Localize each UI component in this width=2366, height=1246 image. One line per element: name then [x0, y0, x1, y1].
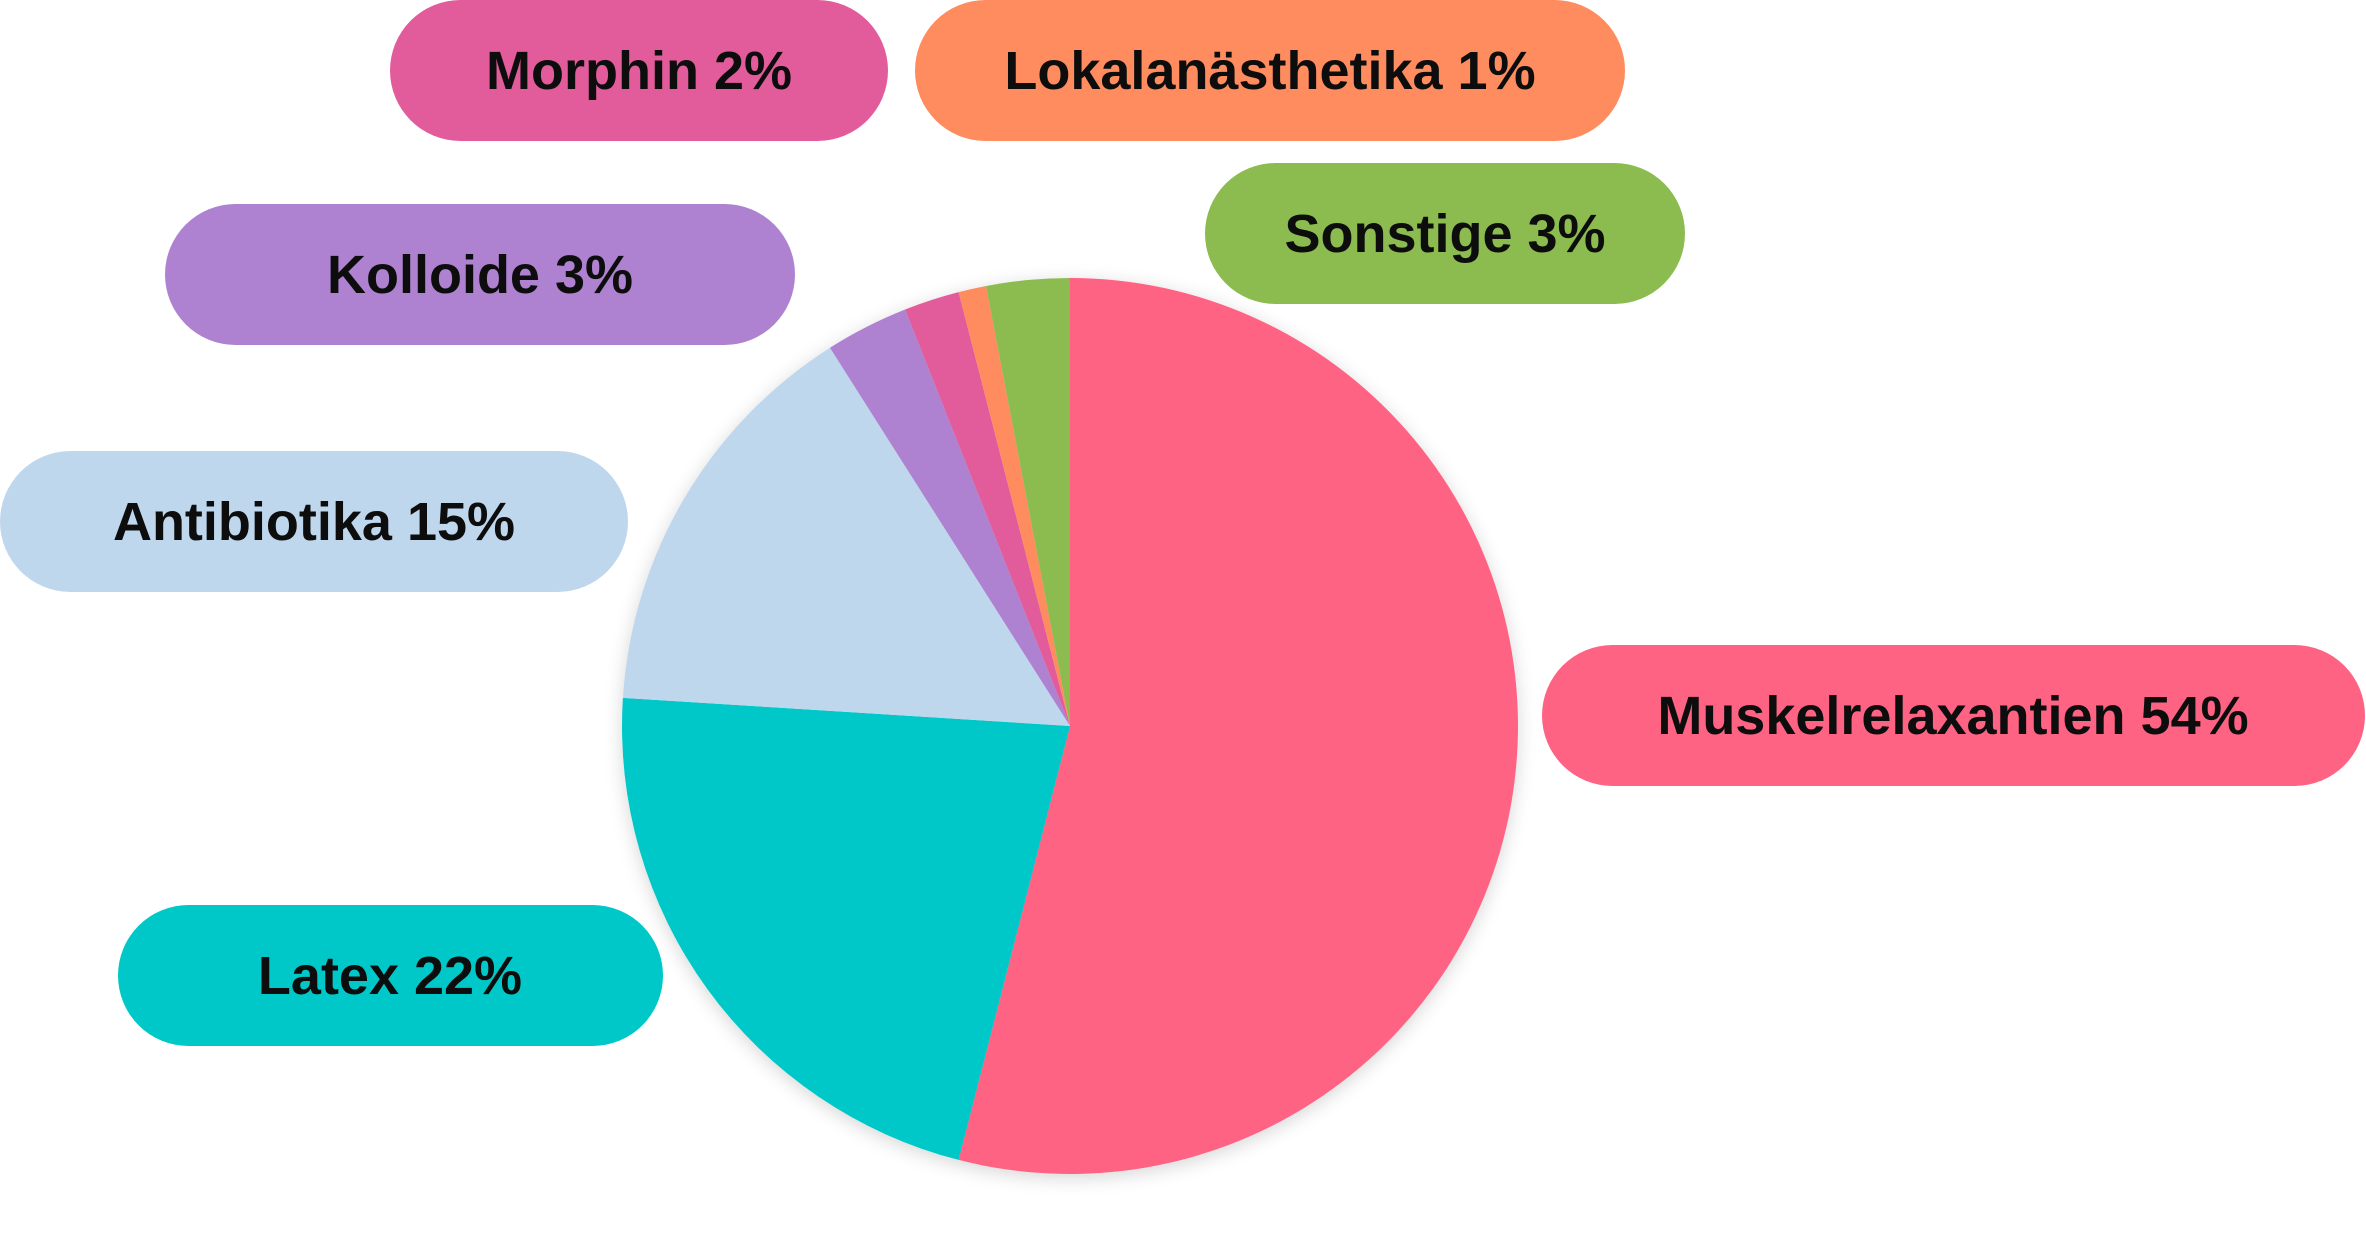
label-pill: [0, 451, 628, 592]
pie-slice-2: [622, 347, 1070, 726]
label-text: Muskelrelaxantien 54%: [1657, 686, 2248, 746]
slice-label-antibiotika: Antibiotika 15%: [0, 451, 628, 592]
slice-label-latex: Latex 22%: [118, 905, 663, 1046]
label-pill: [1542, 645, 2365, 786]
pie-slice-0: [958, 278, 1518, 1174]
slice-label-muskelrelaxantien: Muskelrelaxantien 54%: [1542, 645, 2365, 786]
label-text: Antibiotika 15%: [113, 492, 515, 552]
slice-label-morphin: Morphin 2%: [390, 0, 888, 141]
slice-label-sonstige: Sonstige 3%: [1205, 163, 1685, 304]
pie-slice-5: [958, 285, 1070, 726]
pie-slice-4: [905, 292, 1070, 726]
pie-slice-6: [986, 278, 1070, 726]
pie-slice-3: [829, 309, 1070, 726]
pie-slices: [621, 278, 1518, 1174]
label-text: Lokalanästhetika 1%: [1004, 41, 1535, 101]
slice-label-lokalanaesthetika: Lokalanästhetika 1%: [915, 0, 1625, 141]
label-text: Sonstige 3%: [1284, 204, 1605, 264]
label-text: Latex 22%: [258, 946, 522, 1006]
label-pill: [915, 0, 1625, 141]
pie-slice-1: [621, 697, 1070, 1160]
label-pill: [165, 204, 795, 345]
label-pill: [390, 0, 888, 141]
label-text: Kolloide 3%: [327, 245, 633, 305]
slice-label-kolloide: Kolloide 3%: [165, 204, 795, 345]
label-pill: [118, 905, 663, 1046]
label-pill: [1205, 163, 1685, 304]
label-text: Morphin 2%: [486, 41, 792, 101]
